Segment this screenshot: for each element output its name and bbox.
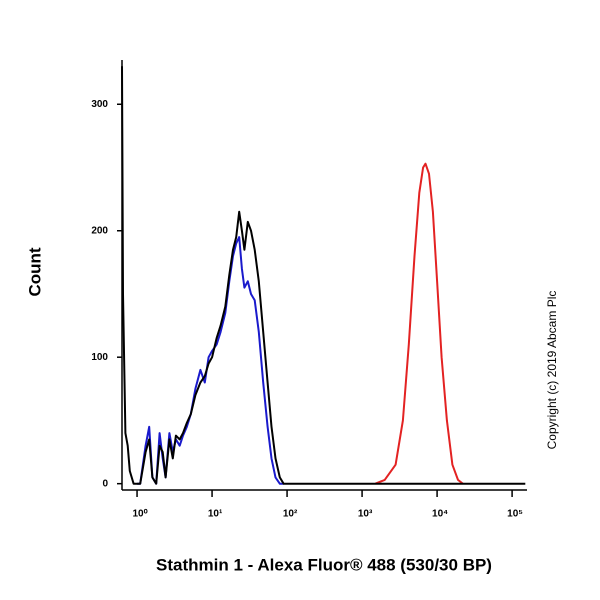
x-axis-title: Stathmin 1 - Alexa Fluor® 488 (530/30 BP… bbox=[156, 555, 492, 574]
series-line bbox=[137, 236, 284, 485]
x-tick-label: 10¹ bbox=[208, 509, 223, 520]
series-line bbox=[374, 162, 464, 485]
y-tick-label: 200 bbox=[91, 225, 108, 236]
y-tick-label: 0 bbox=[102, 478, 108, 489]
x-tick-label: 10⁴ bbox=[432, 509, 448, 520]
series-line bbox=[121, 66, 526, 485]
copyright: Copyright (c) 2019 Abcam Plc bbox=[545, 291, 559, 450]
x-tick-label: 10⁵ bbox=[507, 509, 523, 520]
y-tick-label: 300 bbox=[91, 99, 108, 110]
y-tick-label: 100 bbox=[91, 352, 108, 363]
x-tick-label: 10² bbox=[283, 509, 298, 520]
x-tick-label: 10³ bbox=[358, 509, 373, 520]
x-tick-label: 10⁰ bbox=[132, 509, 147, 520]
y-axis-title: Count bbox=[25, 247, 44, 296]
